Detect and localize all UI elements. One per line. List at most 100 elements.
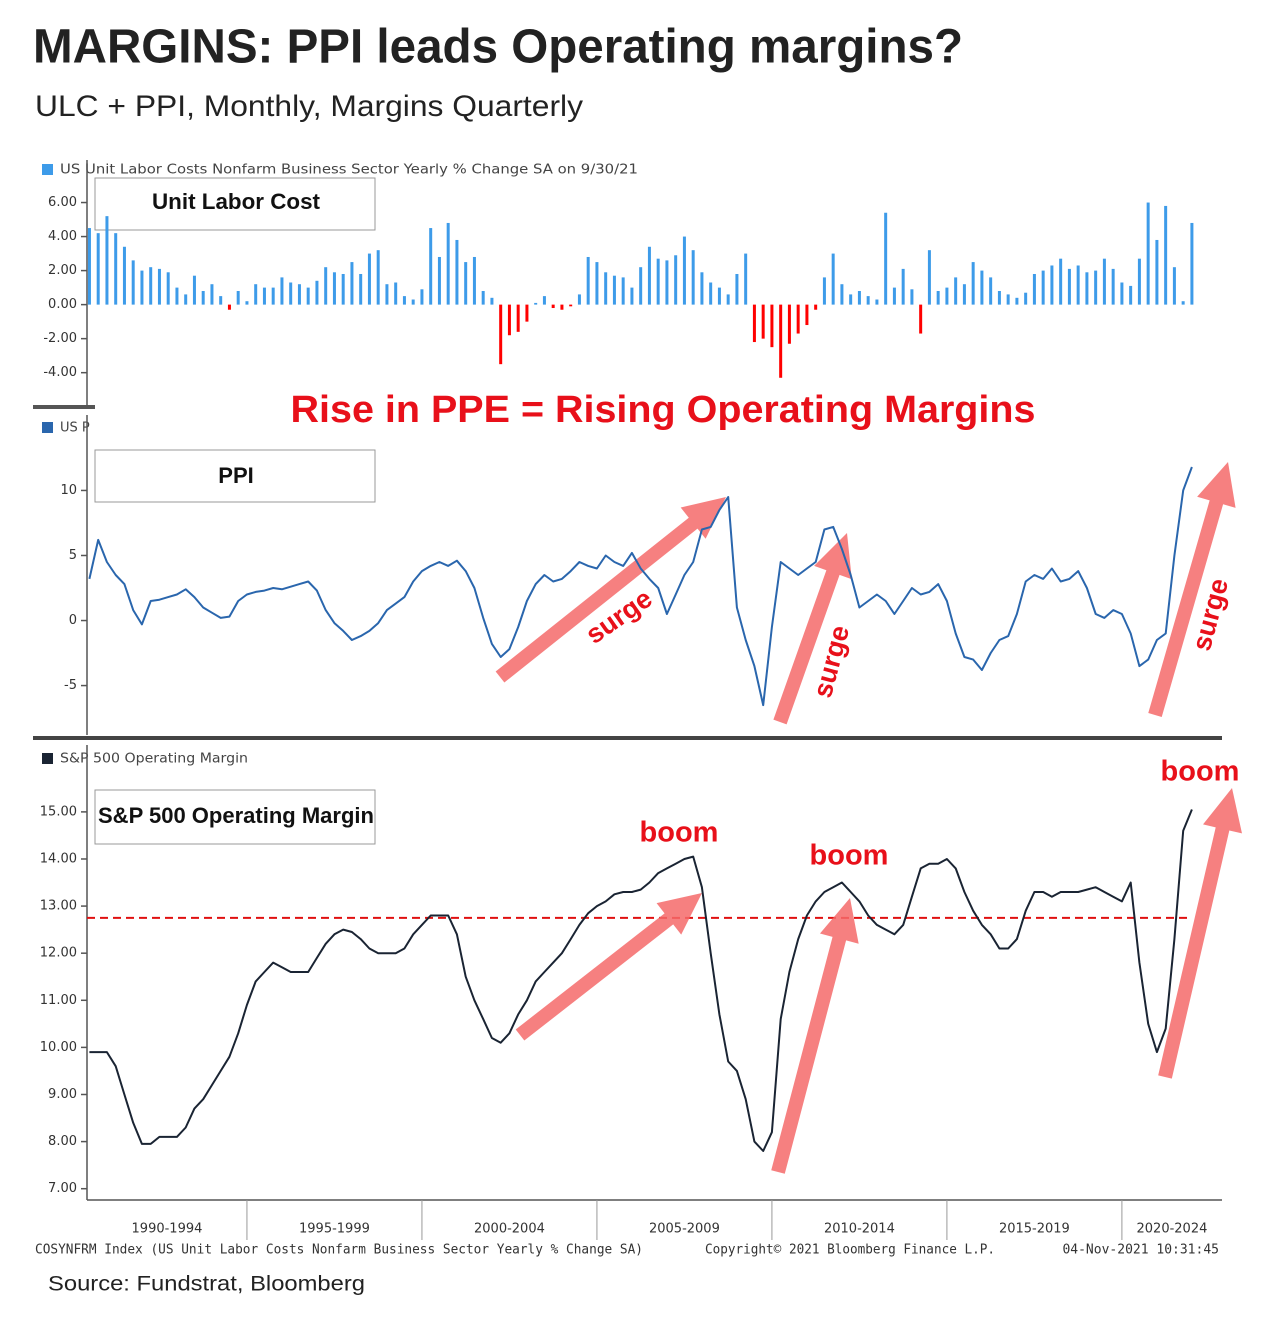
bar: [437, 256, 441, 305]
bar: [682, 236, 686, 305]
y-tick-label: 13.00: [40, 899, 77, 914]
bar: [849, 294, 853, 305]
bar: [551, 304, 555, 309]
bar: [1076, 265, 1080, 305]
legend-label: US Unit Labor Costs Nonfarm Business Sec…: [60, 163, 638, 178]
bar: [1094, 270, 1098, 305]
bar: [385, 284, 389, 305]
panel-label: PPI: [218, 463, 253, 488]
bar: [149, 267, 153, 305]
bar: [744, 253, 748, 305]
bar: [254, 284, 258, 305]
bar: [980, 270, 984, 305]
bar: [779, 304, 783, 378]
bar: [114, 233, 118, 305]
bar: [1164, 205, 1168, 305]
footer-timestamp: 04-Nov-2021 10:31:45: [1062, 1243, 1219, 1258]
bar: [184, 294, 188, 305]
bar: [1155, 239, 1159, 305]
bar: [621, 277, 625, 305]
legend-swatch: [42, 753, 53, 764]
bar: [656, 258, 660, 305]
bar: [989, 277, 993, 305]
bar: [831, 253, 835, 305]
bar: [481, 291, 485, 305]
bar: [122, 246, 126, 305]
bar: [787, 304, 791, 344]
bar: [1137, 258, 1141, 305]
legend-swatch: [42, 164, 53, 175]
bar: [420, 289, 424, 305]
bar: [219, 296, 223, 305]
bar: [1006, 294, 1010, 305]
bar: [289, 282, 293, 305]
bar: [157, 268, 161, 305]
bar: [770, 304, 774, 348]
bar: [525, 304, 529, 322]
y-tick-label: 8.00: [48, 1134, 77, 1149]
bar: [840, 284, 844, 305]
bar: [892, 287, 896, 305]
bar: [376, 250, 380, 305]
bar: [910, 289, 914, 305]
bar: [936, 291, 940, 305]
bar: [534, 302, 538, 305]
legend-swatch: [42, 422, 53, 433]
annotation: boom: [810, 840, 889, 872]
data-line: [88, 466, 1193, 707]
arrow: [771, 898, 859, 1174]
bar: [175, 287, 179, 305]
bar: [919, 304, 923, 334]
bar: [446, 222, 450, 305]
bar: [227, 304, 231, 310]
bar: [647, 246, 651, 305]
bar: [560, 304, 564, 310]
y-tick-label: 2.00: [48, 263, 77, 278]
footer-note: COSYNFRM Index (US Unit Labor Costs Nonf…: [35, 1243, 643, 1258]
y-tick-label: 10.00: [40, 1040, 77, 1055]
legend-label: US P: [60, 421, 90, 436]
bar: [997, 291, 1001, 305]
bar: [612, 275, 616, 305]
y-tick-label: 6.00: [48, 195, 77, 210]
y-tick-label: 14.00: [40, 851, 77, 866]
bar: [901, 268, 905, 305]
bar: [805, 304, 809, 326]
bar: [1024, 292, 1028, 305]
bar: [350, 262, 354, 305]
bar: [166, 272, 170, 305]
bar: [866, 296, 870, 305]
bar: [1085, 272, 1089, 305]
bar: [752, 304, 756, 343]
bar: [1050, 265, 1054, 305]
bar: [542, 296, 546, 305]
bar: [516, 304, 520, 332]
arrow: [1158, 788, 1242, 1079]
annotation: boom: [1161, 756, 1240, 788]
bar: [630, 287, 634, 305]
bar: [429, 228, 433, 305]
bar: [341, 273, 345, 305]
bar: [87, 228, 91, 305]
bar: [857, 291, 861, 305]
bar: [604, 272, 608, 305]
bar: [1032, 273, 1036, 305]
y-tick-label: -5: [64, 678, 77, 693]
y-tick-label: 0: [69, 613, 77, 628]
label-box: [94, 789, 376, 845]
bar: [96, 233, 100, 305]
x-tick-label: 2010-2014: [824, 1222, 895, 1237]
bar: [245, 301, 249, 305]
panel-label: S&P 500 Operating Margin: [98, 803, 374, 828]
chart-subtitle: ULC + PPI, Monthly, Margins Quarterly: [35, 90, 583, 123]
bar: [884, 212, 888, 305]
data-line: [89, 809, 1193, 1152]
bar: [735, 273, 739, 305]
bar: [236, 291, 240, 305]
bar: [490, 297, 494, 305]
y-tick-label: 9.00: [48, 1087, 77, 1102]
annotation: Rise in PPE = Rising Operating Margins: [291, 389, 1036, 431]
y-tick-label: 7.00: [48, 1181, 77, 1196]
bar: [359, 273, 363, 305]
